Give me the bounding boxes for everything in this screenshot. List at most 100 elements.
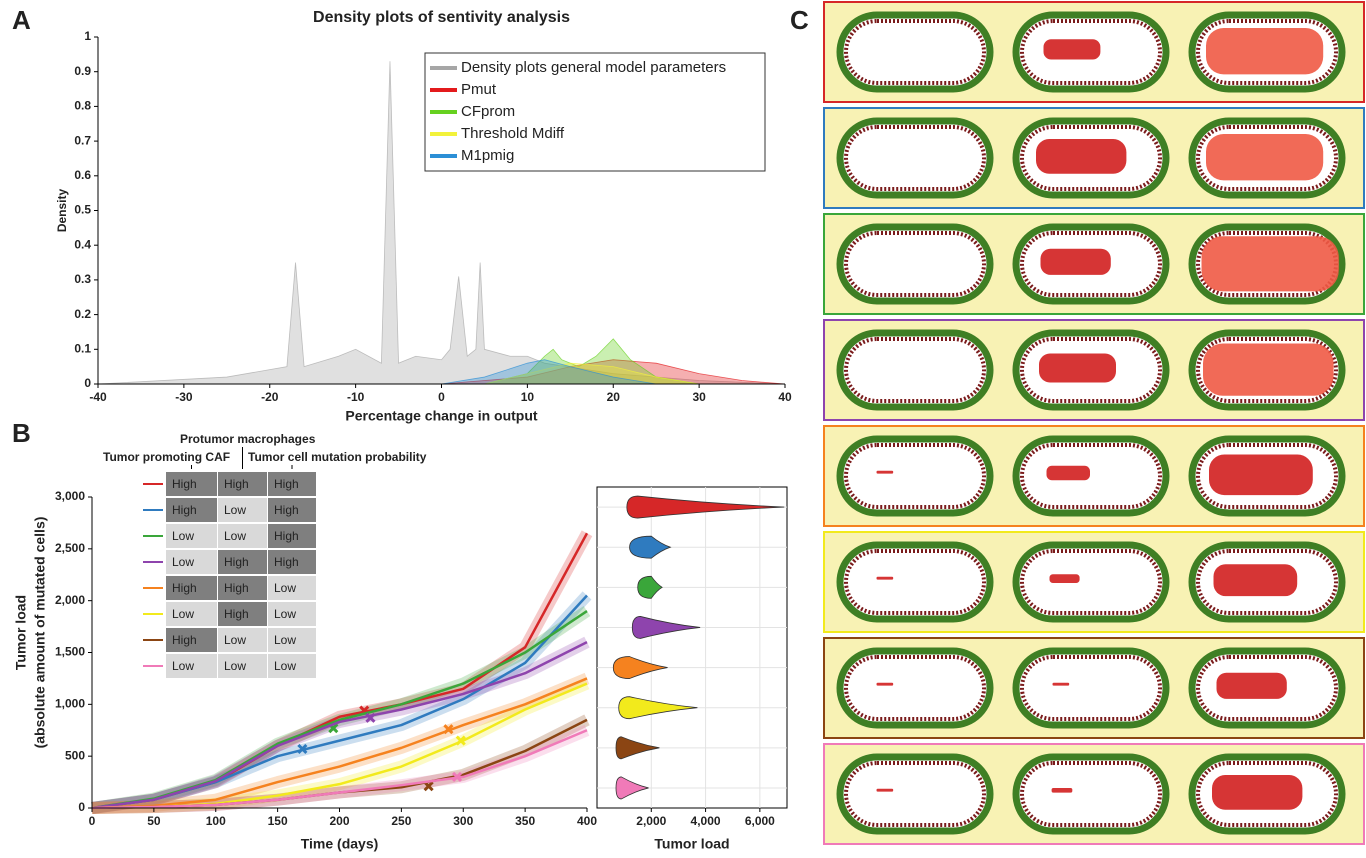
x-tick-label: 6,000 (745, 814, 775, 828)
tumor-region (1044, 39, 1101, 59)
capsule-inner (846, 127, 984, 189)
y-tick-label: 0.4 (74, 237, 91, 251)
table-cell-text: Low (172, 607, 194, 621)
table-cell-text: High (274, 529, 299, 543)
figure: A Density plots of sentivity analysis Perc… (0, 0, 1366, 858)
y-tick-label: 0.8 (74, 99, 91, 113)
table-cell-text: High (172, 633, 197, 647)
tumor-region (1203, 344, 1334, 396)
capsule-inner (1022, 763, 1160, 825)
tumor-region (1206, 28, 1323, 74)
x-tick-label: 4,000 (691, 814, 721, 828)
table-cell-text: Low (224, 633, 246, 647)
table-cell-text: High (274, 477, 299, 491)
table-cell-text: Low (224, 659, 246, 673)
table-cell-text: High (274, 503, 299, 517)
table-header: Protumor macrophages (180, 432, 316, 446)
table-cell-text: Low (274, 633, 296, 647)
capsule-inner (1022, 551, 1160, 613)
capsule-inner (1022, 445, 1160, 507)
tumor-region (1206, 134, 1323, 180)
capsule-inner (846, 763, 984, 825)
table-cell-text: High (224, 477, 249, 491)
tumor-region (1217, 673, 1287, 699)
y-tick-label: 2,000 (55, 593, 85, 607)
x-tick-label: -40 (89, 390, 107, 404)
y-tick-label: 0.2 (74, 307, 91, 321)
table-cell-text: High (224, 607, 249, 621)
x-tick-label: 150 (268, 814, 288, 828)
panel-label: B (12, 418, 31, 448)
capsule-inner (846, 445, 984, 507)
legend-label: Threshold Mdiff (461, 125, 565, 142)
tumor-region (877, 789, 894, 792)
x-tick-label: 300 (453, 814, 473, 828)
tumor-region (1036, 139, 1126, 174)
y-tick-label: 0.6 (74, 168, 91, 182)
tumor-region (877, 577, 894, 580)
tumor-region (877, 471, 894, 474)
x-tick-label: 30 (692, 390, 706, 404)
y-axis-label: (absolute amount of mutated cells) (32, 517, 48, 749)
tumor-region (1202, 236, 1339, 291)
tumor-region (1050, 574, 1080, 583)
y-tick-label: 500 (65, 748, 85, 762)
tumor-region (1212, 775, 1302, 810)
y-tick-label: 0.1 (74, 341, 91, 355)
x-tick-label: 10 (521, 390, 535, 404)
y-tick-label: 0.9 (74, 64, 91, 78)
capsule-inner (846, 657, 984, 719)
table-cell-text: High (224, 555, 249, 569)
y-tick-label: 2,500 (55, 541, 85, 555)
x-axis-label: Percentage change in output (345, 408, 537, 424)
x-tick-label: 0 (89, 814, 96, 828)
tumor-region (877, 683, 894, 686)
tumor-region (1053, 683, 1070, 686)
x-tick-label: 40 (778, 390, 792, 404)
legend-label: Density plots general model parameters (461, 59, 726, 76)
y-tick-label: 0.3 (74, 272, 91, 286)
table-cell-text: Low (172, 529, 194, 543)
tumor-region (1041, 249, 1111, 275)
y-tick-label: 0 (78, 800, 85, 814)
table-cell-text: High (172, 581, 197, 595)
x-tick-label: -20 (261, 390, 279, 404)
y-axis-label: Tumor load (13, 595, 29, 670)
y-tick-label: 1 (84, 29, 91, 43)
table-header: Tumor cell mutation probability (248, 450, 427, 464)
legend-label: Pmut (461, 81, 497, 98)
x-tick-label: 100 (206, 814, 226, 828)
table-cell-text: Low (172, 659, 194, 673)
tumor-region (1047, 466, 1091, 481)
table-cell-text: Low (274, 581, 296, 595)
series-line (92, 595, 587, 808)
capsule-inner (846, 21, 984, 83)
legend-label: CFprom (461, 103, 515, 120)
panel-label: C (790, 5, 809, 35)
x-tick-label: 250 (391, 814, 411, 828)
panel-label: A (12, 5, 31, 35)
x-tick-label: 350 (515, 814, 535, 828)
x-tick-label: 200 (329, 814, 349, 828)
y-tick-label: 1,500 (55, 645, 85, 659)
x-tick-label: -30 (175, 390, 193, 404)
table-cell-text: High (274, 555, 299, 569)
x-tick-label: -10 (347, 390, 365, 404)
table-header: Tumor promoting CAF (103, 450, 230, 464)
table-cell-text: Low (172, 555, 194, 569)
y-tick-label: 0.7 (74, 133, 91, 147)
legend-label: M1pmig (461, 147, 514, 164)
capsule-inner (846, 339, 984, 401)
tumor-region (1209, 455, 1313, 496)
y-tick-label: 0 (84, 376, 91, 390)
chart-title: Density plots of sentivity analysis (313, 9, 570, 26)
table-cell-text: High (172, 477, 197, 491)
y-tick-label: 3,000 (55, 489, 85, 503)
plot-frame (597, 487, 787, 808)
table-cell-text: High (224, 581, 249, 595)
x-tick-label: 400 (577, 814, 597, 828)
table-cell-text: Low (274, 607, 296, 621)
table-cell-text: High (172, 503, 197, 517)
capsule-inner (846, 551, 984, 613)
tumor-region (1039, 354, 1116, 383)
